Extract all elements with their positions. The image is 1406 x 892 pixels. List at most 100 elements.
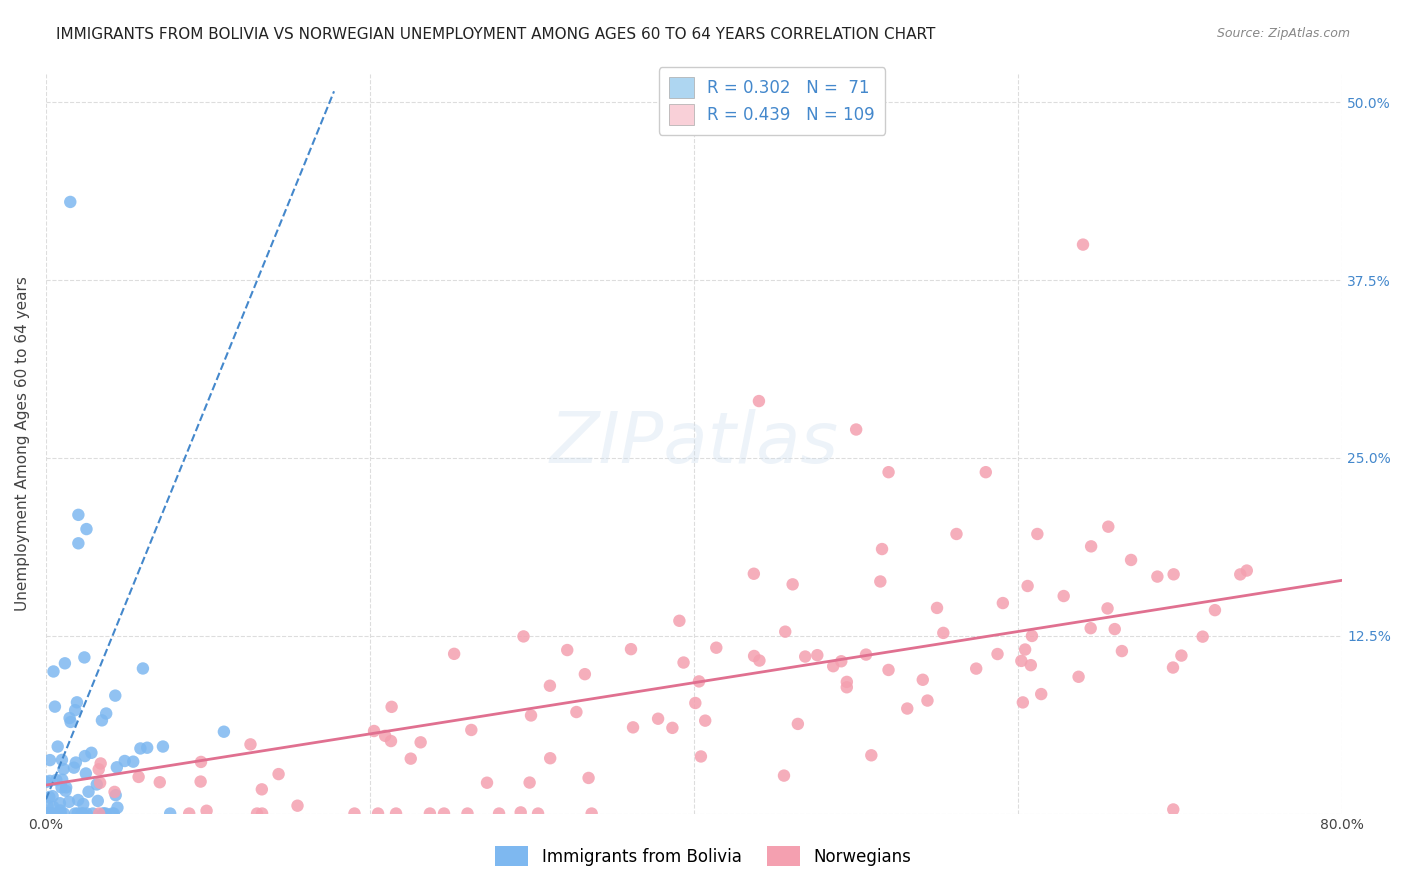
Point [239,737,262,751]
Point [37,806,59,821]
Point [38,789,60,804]
Point [75,766,97,780]
Point [668,614,690,628]
Point [93,806,115,821]
Text: IMMIGRANTS FROM BOLIVIA VS NORWEGIAN UNEMPLOYMENT AMONG AGES 60 TO 64 YEARS CORR: IMMIGRANTS FROM BOLIVIA VS NORWEGIAN UNE… [56,27,935,42]
Point [105,760,128,774]
Point [1146,569,1168,583]
Point [51,772,73,787]
Point [688,674,710,689]
Point [1011,695,1033,709]
Point [55,783,77,797]
Point [835,674,858,689]
Point [59,194,82,209]
Point [695,714,717,728]
Text: ZIPatlas: ZIPatlas [550,409,838,478]
Point [44,806,66,821]
Point [363,723,385,738]
Point [1170,648,1192,663]
Point [1204,603,1226,617]
Point [647,712,669,726]
Point [159,806,181,821]
Y-axis label: Unemployment Among Ages 60 to 64 years: Unemployment Among Ages 60 to 64 years [15,277,30,611]
Point [51,753,73,767]
Point [565,705,588,719]
Point [190,774,212,789]
Point [488,806,510,821]
Point [49,796,72,810]
Point [42,665,65,679]
Point [748,654,770,668]
Point [1097,519,1119,533]
Point [46,739,69,754]
Point [1119,553,1142,567]
Point [190,755,212,769]
Point [870,542,893,557]
Point [77,785,100,799]
Point [399,752,422,766]
Point [96,706,118,721]
Point [911,673,934,687]
Point [80,746,103,760]
Point [786,717,808,731]
Point [122,755,145,769]
Point [128,770,150,784]
Point [1017,579,1039,593]
Point [63,806,86,821]
Point [49,804,72,818]
Point [91,714,114,728]
Point [672,656,695,670]
Point [35,775,58,789]
Point [212,724,235,739]
Point [1067,670,1090,684]
Point [70,806,93,821]
Point [37,799,59,814]
Point [195,804,218,818]
Point [287,798,309,813]
Point [860,748,883,763]
Point [1161,802,1184,816]
Point [1026,527,1049,541]
Point [620,642,643,657]
Point [38,806,60,821]
Point [35,806,58,821]
Point [1111,644,1133,658]
Point [704,640,727,655]
Point [149,775,172,789]
Point [419,806,441,821]
Point [152,739,174,754]
Point [806,648,828,663]
Point [1161,660,1184,674]
Point [794,649,817,664]
Point [1163,567,1185,582]
Point [460,723,482,737]
Point [409,735,432,749]
Point [58,795,80,809]
Point [1229,567,1251,582]
Point [527,806,550,821]
Point [59,714,82,729]
Point [581,806,603,821]
Point [773,624,796,639]
Point [1031,687,1053,701]
Point [53,657,76,671]
Point [830,654,852,668]
Point [1097,601,1119,615]
Point [433,806,456,821]
Point [65,756,87,770]
Point [965,662,987,676]
Point [974,465,997,479]
Point [925,601,948,615]
Point [823,659,845,673]
Point [845,423,868,437]
Point [39,753,62,767]
Point [512,629,534,643]
Point [991,596,1014,610]
Point [104,689,127,703]
Point [1053,589,1076,603]
Point [385,806,408,821]
Point [44,699,66,714]
Text: Source: ZipAtlas.com: Source: ZipAtlas.com [1216,27,1350,40]
Point [52,806,75,821]
Point [1080,539,1102,553]
